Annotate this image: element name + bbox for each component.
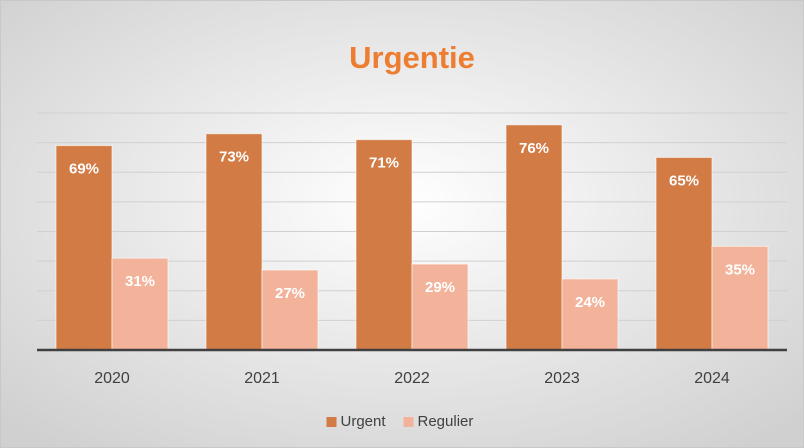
data-label: 69%	[69, 161, 99, 178]
bar	[111, 257, 169, 351]
bar	[205, 133, 263, 351]
legend-label: Regulier	[418, 413, 474, 430]
data-label: 76%	[519, 140, 549, 157]
x-tick-label: 2024	[694, 370, 730, 387]
x-tick-label: 2023	[544, 370, 580, 387]
data-label: 73%	[219, 149, 249, 166]
legend-swatch	[403, 417, 414, 427]
chart-title: Urgentie	[349, 40, 475, 75]
data-label: 27%	[275, 285, 305, 302]
data-label: 65%	[669, 172, 699, 189]
bar	[561, 278, 619, 351]
data-label: 31%	[125, 273, 155, 290]
data-label: 29%	[425, 279, 455, 296]
legend-label: Urgent	[341, 413, 387, 430]
data-label: 24%	[575, 294, 605, 311]
x-tick-label: 2020	[94, 370, 130, 387]
bar	[411, 263, 469, 351]
legend-swatch	[326, 417, 337, 427]
data-label: 35%	[725, 261, 755, 278]
x-tick-label: 2021	[244, 370, 280, 387]
bar	[261, 269, 319, 351]
data-label: 71%	[369, 155, 399, 172]
x-tick-label: 2022	[394, 370, 430, 387]
bar	[505, 124, 563, 351]
